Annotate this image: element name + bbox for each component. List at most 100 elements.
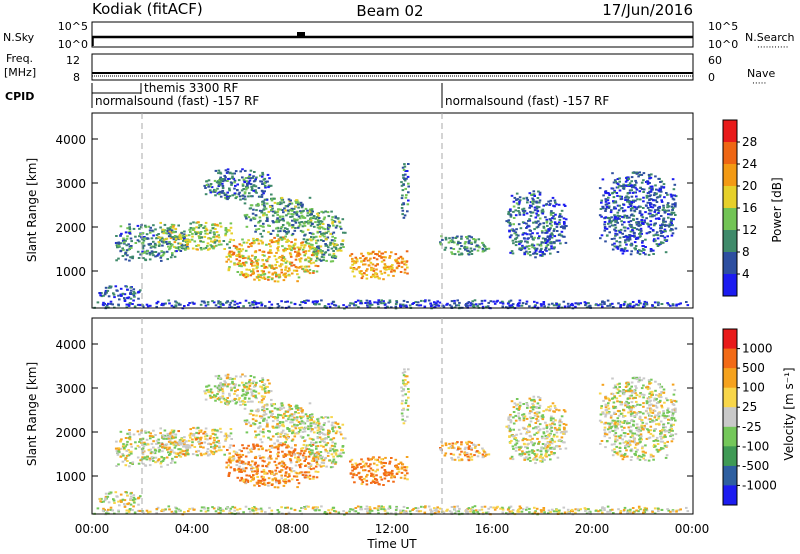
power-cell — [359, 299, 363, 302]
power-cell — [330, 210, 333, 213]
power-cell — [134, 242, 138, 244]
power-cell — [671, 303, 675, 306]
velocity-cell — [243, 401, 247, 403]
power-cell — [324, 243, 327, 245]
velocity-cell — [294, 444, 297, 447]
power-cell — [115, 241, 119, 244]
power-cell — [662, 221, 665, 223]
power-cell — [148, 229, 152, 232]
velocity-cell — [230, 459, 233, 462]
power-cell — [252, 272, 255, 275]
power-cell — [127, 243, 130, 246]
power-cell — [514, 209, 517, 212]
velocity-cell — [294, 464, 298, 467]
velocity-cell — [280, 464, 284, 467]
power-cell — [254, 224, 257, 227]
power-cell — [296, 203, 300, 206]
velocity-cell — [380, 478, 384, 481]
power-cell — [555, 203, 558, 206]
power-cell — [639, 186, 642, 189]
velocity-cell — [316, 418, 319, 421]
power-cell — [562, 217, 566, 220]
power-cell — [374, 253, 377, 255]
power-cell — [654, 217, 658, 220]
power-cell — [217, 236, 221, 239]
power-cell — [670, 205, 674, 208]
power-cell — [634, 191, 637, 194]
power-cell — [601, 206, 605, 209]
power-cell — [282, 249, 285, 251]
velocity-cell — [362, 465, 366, 468]
power-cell — [325, 244, 329, 247]
velocity-cell — [325, 437, 328, 440]
velocity-cell — [370, 472, 373, 475]
velocity-cell — [174, 433, 177, 436]
velocity-cell — [124, 464, 128, 467]
velocity-cell — [363, 469, 367, 472]
velocity-cell — [174, 436, 177, 439]
power-cell — [236, 253, 239, 256]
power-cell — [663, 230, 666, 232]
power-cell — [522, 237, 526, 240]
power-cell — [511, 303, 515, 306]
velocity-cell — [351, 469, 354, 472]
power-cell — [524, 240, 527, 243]
power-cell — [540, 304, 543, 307]
power-cell — [623, 214, 626, 217]
power-cell — [217, 169, 221, 172]
power-cell — [547, 200, 550, 203]
power-cell — [184, 248, 187, 251]
power-cell — [231, 172, 234, 175]
power-cell — [250, 204, 254, 207]
power-cell — [251, 301, 254, 304]
power-cell — [254, 303, 258, 306]
velocity-cell — [218, 398, 221, 401]
velocity-cell — [302, 443, 306, 446]
power-cell — [514, 238, 517, 241]
power-cell — [608, 225, 611, 228]
velocity-cell — [286, 476, 290, 478]
power-cell — [532, 221, 535, 224]
power-cell — [332, 252, 336, 255]
velocity-cell — [281, 423, 285, 426]
power-cell — [251, 264, 254, 267]
power-cell — [284, 231, 288, 233]
power-cell — [144, 226, 148, 229]
power-cell — [367, 259, 371, 262]
power-cell — [252, 237, 255, 240]
power-cell — [671, 224, 674, 227]
power-cell — [171, 226, 175, 229]
velocity-cell — [402, 382, 405, 385]
power-cell — [652, 253, 655, 255]
velocity-cell — [334, 452, 338, 455]
power-cell — [642, 172, 646, 175]
power-cell — [148, 251, 152, 254]
power-cell — [297, 225, 301, 228]
velocity-cell — [271, 416, 275, 418]
velocity-cell — [242, 467, 245, 470]
velocity-cell — [142, 462, 145, 465]
power-cell — [655, 231, 659, 234]
velocity-cell — [298, 427, 301, 430]
power-cell — [303, 234, 306, 237]
power-cell — [180, 243, 184, 246]
power-cell — [672, 188, 676, 191]
power-cell — [168, 230, 171, 233]
velocity-cell — [317, 422, 321, 425]
power-cell — [395, 267, 399, 270]
velocity-cell — [222, 397, 226, 400]
power-cell — [542, 204, 545, 207]
power-cell — [465, 305, 468, 308]
power-cell — [253, 300, 256, 303]
velocity-cell — [380, 466, 384, 469]
power-cell — [123, 297, 126, 300]
power-cell — [239, 198, 242, 201]
power-cell — [235, 258, 239, 261]
power-cell — [397, 257, 401, 260]
power-cell — [371, 267, 374, 270]
power-cell — [236, 263, 239, 266]
power-cell — [521, 244, 524, 247]
velocity-cell — [256, 468, 259, 471]
power-cell — [656, 301, 660, 304]
velocity-cell — [165, 446, 168, 449]
